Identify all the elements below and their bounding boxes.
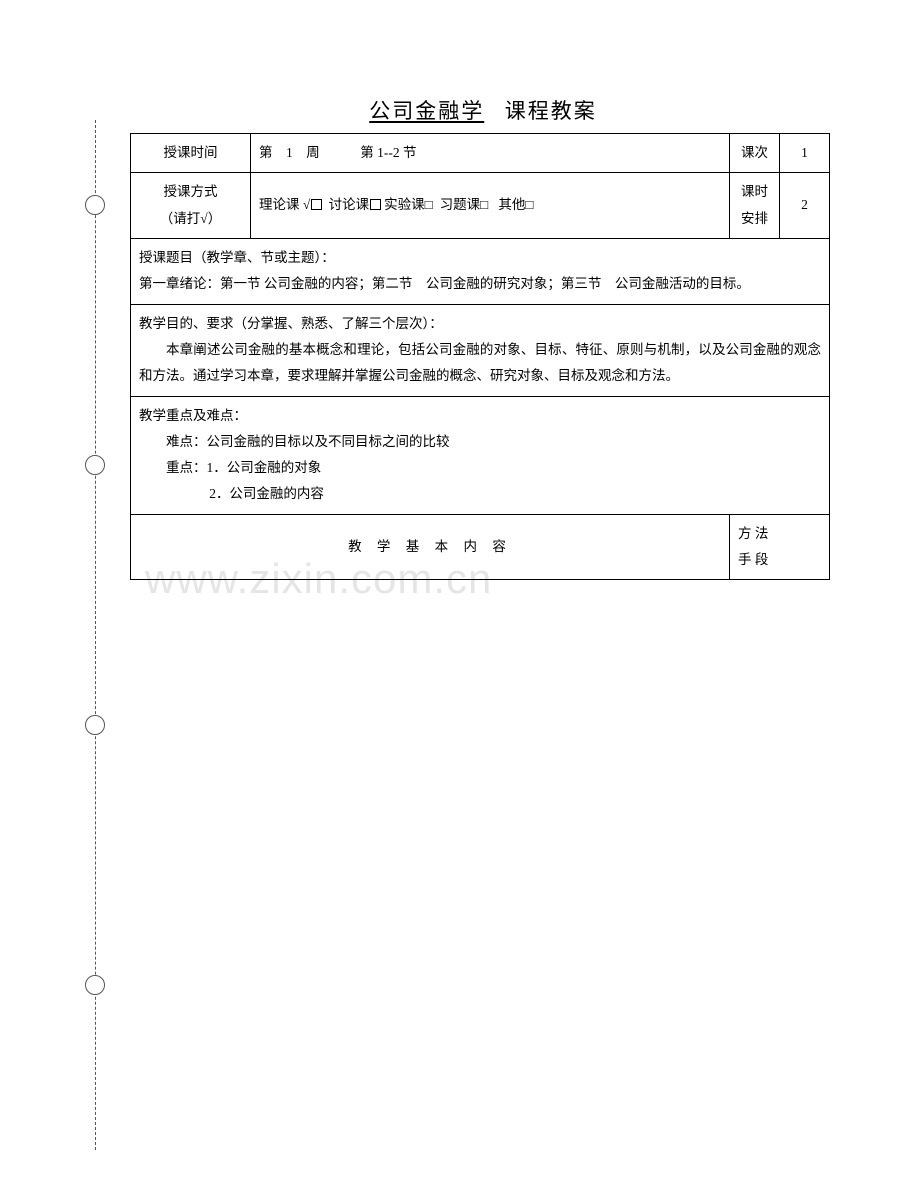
value-hours: 2 xyxy=(780,173,830,239)
checkbox-icon xyxy=(311,199,322,210)
value-time: 第 1 周 第 1--2 节 xyxy=(251,134,730,173)
cell-keypoints: 教学重点及难点： 难点：公司金融的目标以及不同目标之间的比较 重点：1．公司金融… xyxy=(131,396,830,514)
opt-discuss: 讨论课 xyxy=(329,197,370,212)
binder-ring xyxy=(85,715,105,735)
binder-ring xyxy=(85,195,105,215)
binder-ring xyxy=(85,455,105,475)
method-l1: 方 法 xyxy=(738,521,821,547)
cell-topic: 授课题目（教学章、节或主题）： 第一章绪论：第一节 公司金融的内容；第二节 公司… xyxy=(131,238,830,304)
label-mode: 授课方式 （请打√） xyxy=(131,173,251,239)
keypoints-header: 教学重点及难点： xyxy=(139,403,821,429)
method-l2: 手 段 xyxy=(738,547,821,573)
label-hours-l2: 安排 xyxy=(738,206,771,232)
label-mode-l1: 授课方式 xyxy=(139,179,242,205)
title-rest xyxy=(498,99,505,123)
row-content-header: 教 学 基 本 内 容 方 法 手 段 xyxy=(131,514,830,580)
title-rest-text: 课程教案 xyxy=(505,99,597,123)
topic-header: 授课题目（教学章、节或主题）： xyxy=(139,245,821,271)
objective-header: 教学目的、要求（分掌握、熟悉、了解三个层次）： xyxy=(139,311,821,337)
row-time: 授课时间 第 1 周 第 1--2 节 课次 1 xyxy=(131,134,830,173)
opt-theory: 理论课 √ xyxy=(259,197,310,212)
keypoints-l3: 2．公司金融的内容 xyxy=(139,481,821,507)
keypoints-l2: 重点：1．公司金融的对象 xyxy=(139,455,821,481)
objective-body: 本章阐述公司金融的基本概念和理论，包括公司金融的对象、目标、特征、原则与机制，以… xyxy=(139,337,821,390)
opt-exercise: 习题课□ xyxy=(440,197,489,212)
value-count: 1 xyxy=(780,134,830,173)
label-mode-l2: （请打√） xyxy=(139,206,242,232)
keypoints-l1: 难点：公司金融的目标以及不同目标之间的比较 xyxy=(139,429,821,455)
row-objective: 教学目的、要求（分掌握、熟悉、了解三个层次）： 本章阐述公司金融的基本概念和理论… xyxy=(131,304,830,396)
checkbox-icon xyxy=(370,199,381,210)
label-count: 课次 xyxy=(730,134,780,173)
row-keypoints: 教学重点及难点： 难点：公司金融的目标以及不同目标之间的比较 重点：1．公司金融… xyxy=(131,396,830,514)
lesson-plan-table: 授课时间 第 1 周 第 1--2 节 课次 1 授课方式 （请打√） 理论课 … xyxy=(130,133,830,580)
method-title: 方 法 手 段 xyxy=(730,514,830,580)
row-topic: 授课题目（教学章、节或主题）： 第一章绪论：第一节 公司金融的内容；第二节 公司… xyxy=(131,238,830,304)
label-time: 授课时间 xyxy=(131,134,251,173)
cell-objective: 教学目的、要求（分掌握、熟悉、了解三个层次）： 本章阐述公司金融的基本概念和理论… xyxy=(131,304,830,396)
binder-line xyxy=(95,120,96,1150)
title-underlined: 公司金融学 xyxy=(363,99,490,123)
binder-ring xyxy=(85,975,105,995)
value-mode: 理论课 √ 讨论课实验课□ 习题课□ 其他□ xyxy=(251,173,730,239)
topic-body: 第一章绪论：第一节 公司金融的内容；第二节 公司金融的研究对象；第三节 公司金融… xyxy=(139,271,821,297)
doc-title: 公司金融学 课程教案 xyxy=(130,95,830,125)
page: 公司金融学 课程教案 授课时间 第 1 周 第 1--2 节 课次 1 授课方式… xyxy=(130,95,830,580)
label-hours-l1: 课时 xyxy=(738,179,771,205)
content-title: 教 学 基 本 内 容 xyxy=(131,514,730,580)
opt-lab: 实验课□ xyxy=(384,197,433,212)
opt-other: 其他□ xyxy=(498,197,533,212)
row-mode: 授课方式 （请打√） 理论课 √ 讨论课实验课□ 习题课□ 其他□ 课时 安排 … xyxy=(131,173,830,239)
label-hours: 课时 安排 xyxy=(730,173,780,239)
